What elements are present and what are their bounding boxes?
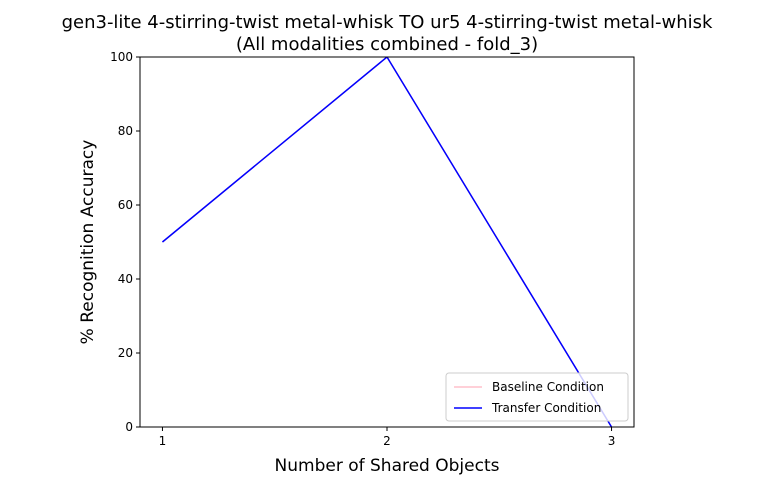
- y-tick-label: 100: [110, 50, 133, 64]
- legend-label: Transfer Condition: [491, 401, 601, 415]
- series-line: [161, 57, 613, 427]
- x-axis-label: Number of Shared Objects: [275, 456, 500, 476]
- chart-title: gen3-lite 4-stirring-twist metal-whisk T…: [62, 12, 713, 33]
- y-tick-label: 0: [125, 420, 133, 434]
- x-tick-label: 3: [608, 434, 616, 448]
- series-line: [161, 57, 613, 427]
- x-tick-label: 1: [159, 434, 167, 448]
- plot-frame: [139, 56, 635, 428]
- x-tick-label: 2: [383, 434, 391, 448]
- legend-box: [445, 372, 629, 422]
- y-axis-label: % Recognition Accuracy: [78, 140, 98, 345]
- y-tick-label: 80: [118, 124, 133, 138]
- y-tick-label: 20: [118, 346, 133, 360]
- y-tick-label: 40: [118, 272, 133, 286]
- chart-title: (All modalities combined - fold_3): [236, 34, 538, 55]
- y-tick-label: 60: [118, 198, 133, 212]
- legend-label: Baseline Condition: [492, 380, 604, 394]
